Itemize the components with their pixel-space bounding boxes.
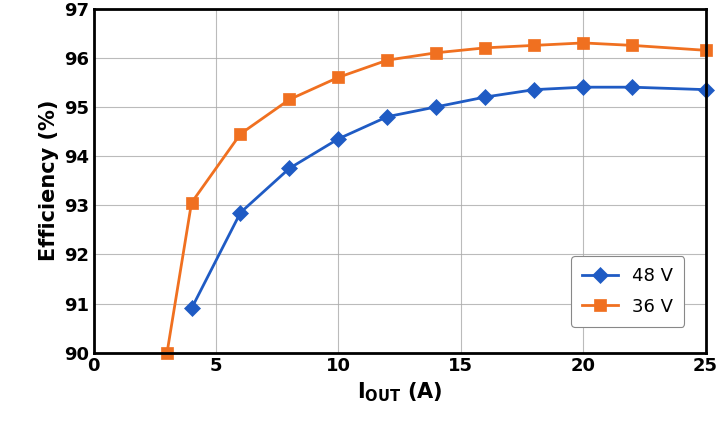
36 V	[481, 45, 490, 51]
X-axis label: $\mathbf{I_{OUT}}$ $\mathbf{(A)}$: $\mathbf{I_{OUT}}$ $\mathbf{(A)}$	[357, 380, 442, 404]
36 V	[285, 97, 294, 102]
36 V	[628, 43, 636, 48]
Y-axis label: Efficiency (%): Efficiency (%)	[39, 100, 59, 261]
36 V	[701, 48, 710, 53]
48 V	[481, 94, 490, 99]
48 V	[236, 210, 245, 215]
36 V	[163, 350, 171, 355]
Line: 48 V: 48 V	[186, 82, 711, 314]
48 V	[530, 87, 539, 92]
48 V	[383, 114, 392, 119]
36 V	[187, 200, 196, 205]
36 V	[432, 50, 441, 55]
48 V	[334, 136, 343, 142]
48 V	[187, 306, 196, 311]
48 V	[285, 166, 294, 171]
36 V	[579, 40, 588, 45]
48 V	[432, 104, 441, 109]
Line: 36 V: 36 V	[161, 37, 711, 358]
36 V	[334, 75, 343, 80]
48 V	[628, 85, 636, 90]
48 V	[701, 87, 710, 92]
48 V	[579, 85, 588, 90]
36 V	[383, 57, 392, 62]
36 V	[530, 43, 539, 48]
Legend: 48 V, 36 V: 48 V, 36 V	[571, 256, 684, 326]
36 V	[236, 131, 245, 136]
